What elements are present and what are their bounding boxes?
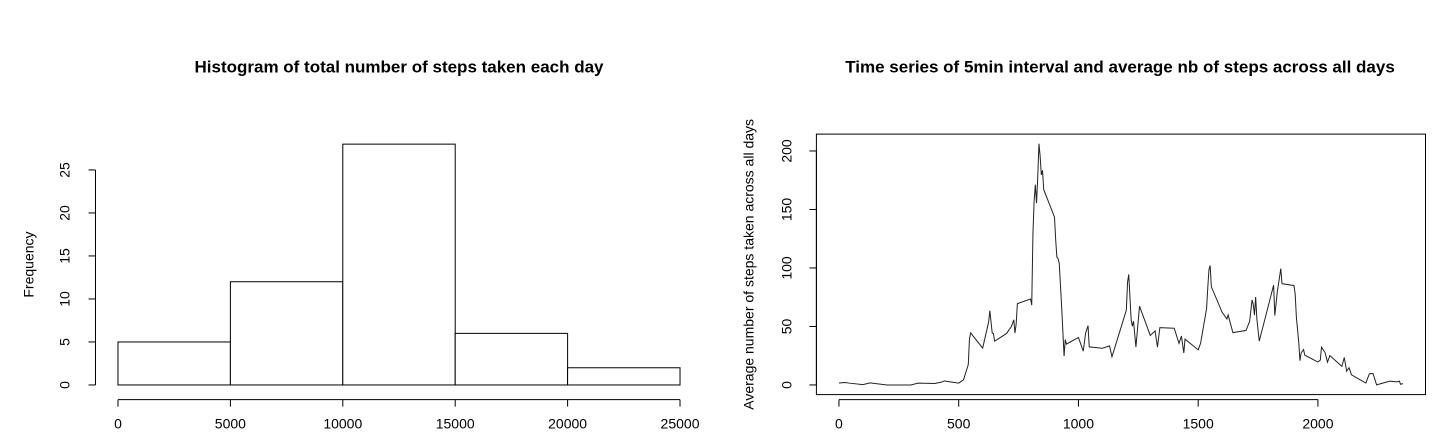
- y-axis-label: Frequency: [21, 231, 37, 297]
- chart-title: Histogram of total number of steps taken…: [194, 57, 604, 76]
- chart-title: Time series of 5min interval and average…: [845, 57, 1395, 76]
- bar: [567, 367, 681, 386]
- y-tick-label: 100: [779, 256, 795, 280]
- y-tick-label: 50: [779, 318, 795, 334]
- y-tick-label: 150: [779, 198, 795, 222]
- x-tick-label: 2000: [1302, 416, 1333, 432]
- y-tick-label: 15: [57, 248, 73, 264]
- y-tick-label: 20: [57, 205, 73, 221]
- x-tick-label: 0: [835, 416, 843, 432]
- x-tick-label: 0: [114, 416, 122, 432]
- y-tick-label: 25: [57, 162, 73, 178]
- y-tick-label: 0: [779, 381, 795, 389]
- y-tick-label: 200: [779, 139, 795, 163]
- y-axis-label: Average number of steps taken across all…: [741, 119, 757, 410]
- bar: [342, 143, 456, 386]
- x-tick-label: 10000: [323, 416, 362, 432]
- plot-box: [815, 133, 1426, 396]
- x-tick-label: 1000: [1063, 416, 1094, 432]
- x-tick-label: 15000: [436, 416, 475, 432]
- x-tick-label: 25000: [661, 416, 700, 432]
- series-line: [838, 143, 1404, 386]
- x-tick-label: 500: [947, 416, 971, 432]
- x-tick-label: 5000: [215, 416, 246, 432]
- y-tick-label: 10: [57, 291, 73, 307]
- bar: [229, 281, 344, 386]
- x-tick-label: 1500: [1183, 416, 1214, 432]
- bar: [117, 341, 231, 386]
- bar: [454, 332, 569, 386]
- y-tick-label: 0: [57, 381, 73, 389]
- y-tick-label: 5: [57, 338, 73, 346]
- x-tick-label: 20000: [548, 416, 587, 432]
